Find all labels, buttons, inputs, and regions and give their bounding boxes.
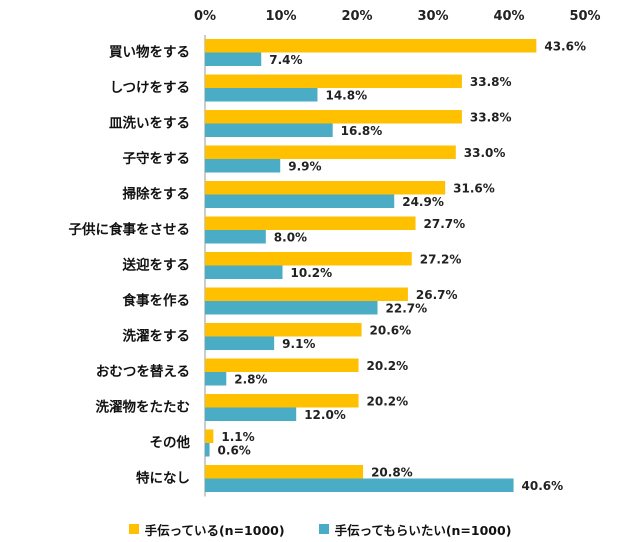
category-label: その他	[150, 434, 191, 451]
bar-want-help	[205, 301, 378, 315]
data-label: 26.7%	[416, 288, 458, 302]
data-label: 33.0%	[464, 146, 506, 160]
category-label: 食事を作る	[123, 292, 191, 309]
x-tick-label: 20%	[341, 9, 372, 24]
data-label: 20.2%	[367, 359, 409, 373]
data-label: 27.2%	[420, 253, 462, 267]
data-label: 20.6%	[370, 324, 412, 338]
bar-chart: 0% 10% 20% 30% 40% 50% 買い物をするしつけをする皿洗いをする子守をす…	[69, 9, 601, 497]
legend-label-2: 手伝ってもらいたい(n=1000)	[334, 522, 512, 538]
data-label: 9.9%	[288, 160, 321, 174]
legend-swatch-2	[318, 524, 329, 534]
bar-want-help	[205, 52, 262, 66]
data-label: 24.9%	[402, 195, 444, 209]
bar-want-help	[205, 443, 210, 457]
data-label: 27.7%	[424, 217, 466, 231]
category-label: 皿洗いをする	[109, 115, 190, 132]
bar-helping	[205, 216, 416, 230]
x-axis-ticks: 0% 10% 20% 30% 40% 50%	[194, 9, 601, 24]
bar-helping	[205, 358, 359, 372]
category-label: 掃除をする	[123, 186, 191, 203]
bar-want-help	[205, 123, 333, 137]
category-label: 洗濯物をたたむ	[96, 399, 191, 416]
data-labels: 43.6% 7.4% 33.8% 14.8% 33.8% 16.8% 33.0% 9.9% 31…	[218, 40, 586, 494]
bar-want-help	[205, 336, 275, 350]
x-tick-label: 30%	[417, 9, 448, 24]
bars	[205, 39, 537, 492]
bar-helping	[205, 39, 537, 53]
data-label: 43.6%	[544, 40, 586, 54]
data-label: 7.4%	[269, 53, 302, 67]
data-label: 20.8%	[371, 466, 413, 480]
x-tick-label: 50%	[569, 9, 600, 24]
bar-helping	[205, 110, 462, 124]
data-label: 33.8%	[470, 75, 512, 89]
data-label: 8.0%	[274, 231, 307, 245]
bar-want-help	[205, 230, 266, 244]
data-label: 22.7%	[386, 302, 428, 316]
bar-helping	[205, 465, 364, 479]
category-labels: 買い物をするしつけをする皿洗いをする子守をする掃除をする子供に食事をさせる送迎を…	[69, 44, 191, 487]
bar-helping	[205, 429, 214, 443]
bar-want-help	[205, 88, 318, 102]
bar-helping	[205, 323, 362, 337]
bar-helping	[205, 287, 408, 301]
data-label: 40.6%	[522, 479, 564, 493]
x-tick-label: 0%	[194, 9, 216, 24]
data-label: 20.2%	[367, 395, 409, 409]
x-tick-label: 10%	[265, 9, 296, 24]
legend-item-series-1: 手伝っている(n=1000)	[128, 519, 285, 539]
legend-item-series-2: 手伝ってもらいたい(n=1000)	[318, 519, 512, 539]
legend: 手伝っている(n=1000) 手伝ってもらいたい(n=1000)	[0, 519, 640, 539]
bar-helping	[205, 394, 359, 408]
data-label: 1.1%	[221, 430, 254, 444]
bar-helping	[205, 145, 456, 159]
data-label: 33.8%	[470, 111, 512, 125]
data-label: 9.1%	[282, 337, 315, 351]
category-label: 洗濯をする	[123, 328, 191, 345]
category-label: 買い物をする	[109, 44, 190, 61]
bar-helping	[205, 181, 446, 195]
bar-want-help	[205, 265, 283, 279]
bar-want-help	[205, 407, 297, 421]
category-label: 特になし	[136, 470, 190, 487]
legend-swatch-1	[128, 524, 139, 534]
bar-want-help	[205, 159, 281, 173]
data-label: 31.6%	[453, 182, 495, 196]
category-label: 子供に食事をさせる	[69, 221, 191, 238]
category-label: 子守をする	[123, 150, 191, 167]
data-label: 16.8%	[341, 124, 383, 138]
category-label: しつけをする	[110, 80, 190, 96]
legend-label-1: 手伝っている(n=1000)	[144, 522, 285, 538]
data-label: 2.8%	[234, 373, 267, 387]
bar-helping	[205, 74, 462, 88]
bar-want-help	[205, 194, 395, 208]
x-tick-label: 40%	[493, 9, 524, 24]
data-label: 0.6%	[218, 444, 251, 458]
data-label: 10.2%	[291, 266, 333, 280]
category-label: 送迎をする	[122, 257, 191, 274]
bar-want-help	[205, 478, 514, 492]
bar-helping	[205, 252, 412, 266]
data-label: 12.0%	[304, 408, 346, 422]
category-label: おむつを替える	[96, 363, 190, 380]
bar-want-help	[205, 372, 227, 386]
data-label: 14.8%	[325, 89, 367, 103]
